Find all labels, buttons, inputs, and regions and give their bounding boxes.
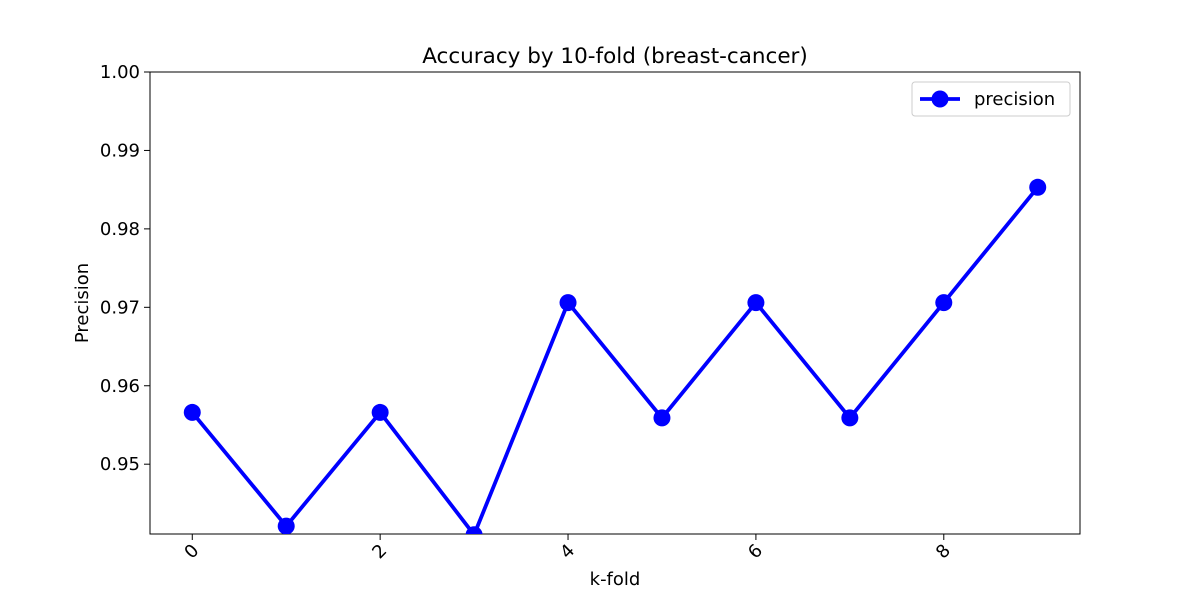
x-axis: 0 2 4 6 8 [180, 534, 955, 563]
data-point [559, 294, 577, 312]
data-point [653, 409, 671, 427]
data-point [371, 403, 389, 421]
y-tick-label: 0.97 [100, 297, 140, 318]
y-tick-label: 0.98 [100, 219, 140, 240]
series-line-precision [190, 186, 1040, 534]
x-axis-label: k-fold [590, 569, 641, 590]
data-point [747, 294, 765, 312]
y-tick-label: 0.96 [100, 376, 140, 397]
plot-series-group [183, 178, 1047, 534]
x-tick-label: 8 [932, 540, 955, 563]
data-point [277, 517, 295, 534]
data-point [1029, 178, 1047, 196]
data-point [935, 294, 953, 312]
legend: precision [911, 81, 1071, 117]
legend-marker [931, 90, 949, 108]
data-point [841, 409, 859, 427]
data-point [183, 403, 201, 421]
y-tick-label: 1.00 [100, 62, 140, 83]
legend-label: precision [974, 89, 1055, 110]
chart-title: Accuracy by 10-fold (breast-cancer) [422, 44, 808, 69]
y-tick-label: 0.95 [100, 454, 140, 475]
x-tick-label: 6 [744, 540, 767, 563]
x-tick-label: 4 [556, 540, 579, 563]
legend-box [911, 81, 1071, 117]
y-axis-label: Precision [72, 263, 93, 343]
data-point [465, 526, 483, 534]
x-tick-label: 0 [180, 540, 203, 563]
y-axis: 0.95 0.96 0.97 0.98 0.99 1.00 [100, 62, 150, 475]
plot-area [149, 71, 1081, 535]
y-tick-label: 0.99 [100, 140, 140, 161]
x-tick-label: 2 [368, 540, 391, 563]
